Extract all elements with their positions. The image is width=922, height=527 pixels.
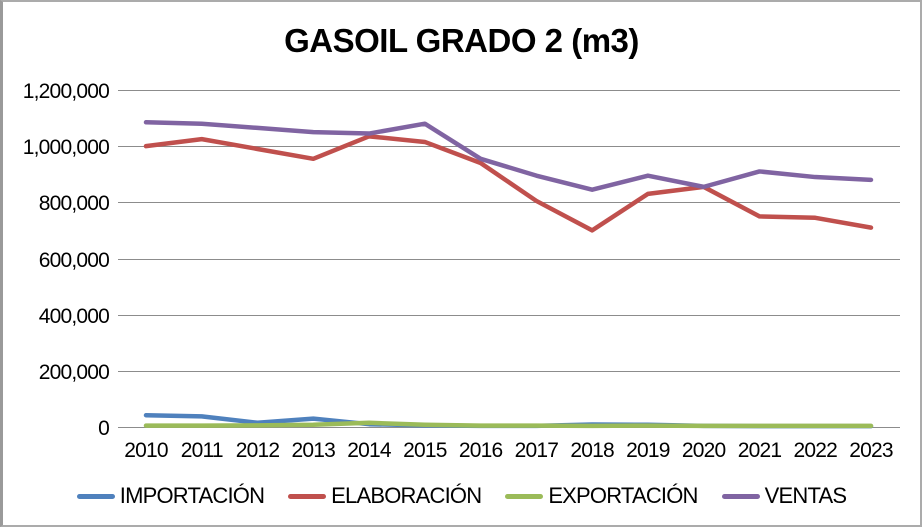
legend-label: EXPORTACIÓN (548, 483, 698, 508)
y-axis-tick-label: 1,200,000 (23, 80, 109, 103)
x-axis-tick-label: 2013 (292, 439, 336, 462)
y-axis-tick-label: 0 (98, 417, 109, 440)
importacion-line-swatch (76, 493, 115, 499)
y-axis-tick-label: 800,000 (39, 192, 109, 215)
chart-title: GASOIL GRADO 2 (m3) (284, 22, 639, 59)
series-line-exportación (143, 420, 874, 429)
legend-label: VENTAS (764, 483, 847, 508)
legend-item-elaboracion: ELABORACIÓN (288, 483, 482, 509)
legend-item-ventas: VENTAS (721, 483, 847, 509)
y-axis-tick-label: 600,000 (39, 249, 109, 272)
legend-label: ELABORACIÓN (331, 483, 482, 508)
x-axis-tick-label: 2011 (181, 439, 223, 462)
x-axis-tick-label: 2016 (459, 439, 503, 462)
y-axis-tick-label: 200,000 (39, 361, 109, 384)
x-axis-tick-label: 2012 (236, 439, 280, 462)
x-axis-tick-label: 2017 (515, 439, 559, 462)
ventas-line-swatch (721, 493, 760, 499)
x-axis-tick-label: 2021 (738, 439, 782, 462)
exportacion-line-swatch (505, 493, 544, 499)
x-axis-tick-label: 2020 (682, 439, 726, 462)
x-axis-tick-label: 2015 (403, 439, 447, 462)
chart-legend: IMPORTACIÓN ELABORACIÓN EXPORTACIÓN VENT… (3, 483, 920, 509)
series-line-elaboración (143, 134, 874, 233)
x-axis-tick-label: 2019 (626, 439, 670, 462)
elaboracion-line-swatch (288, 493, 327, 499)
line-chart-plot-area: 0 200,000 400,000 600,000 800,000 1,000,000 1,… (23, 80, 900, 462)
y-axis-tick-label: 400,000 (39, 305, 109, 328)
legend-label: IMPORTACIÓN (119, 483, 265, 508)
legend-item-importacion: IMPORTACIÓN (76, 483, 265, 509)
x-axis-tick-label: 2018 (570, 439, 614, 462)
x-axis-tick-label: 2022 (793, 439, 837, 462)
series-line-ventas (143, 120, 874, 192)
x-axis-tick-label: 2023 (849, 439, 893, 462)
y-axis-tick-label: 1,000,000 (23, 136, 109, 159)
legend-item-exportacion: EXPORTACIÓN (505, 483, 698, 509)
x-axis-tick-label: 2010 (124, 439, 168, 462)
x-axis-tick-label: 2014 (347, 439, 392, 462)
